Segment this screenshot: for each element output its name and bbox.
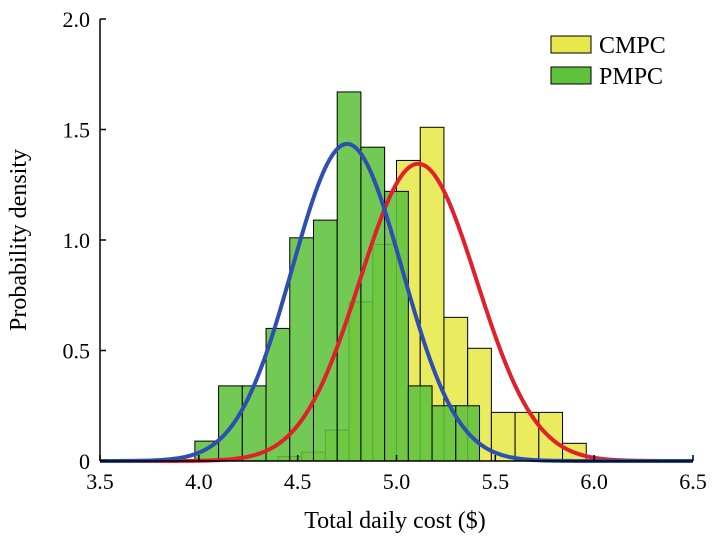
pmpc-bar-2: [241, 385, 267, 462]
y-tick-label-0: 0: [79, 449, 90, 474]
legend-swatch-cmpc: [550, 35, 592, 54]
legend-label-cmpc: CMPC: [599, 33, 666, 59]
y-ticks: 0 0.5 1.0 1.5 2.0: [63, 7, 106, 474]
legend: CMPC PMPC: [550, 33, 666, 90]
x-tick-label-2: 4.5: [284, 469, 312, 494]
x-axis-title: Total daily cost ($): [304, 508, 486, 534]
x-tick-label-6: 6.5: [679, 469, 707, 494]
x-tick-label-3: 5.0: [383, 469, 411, 494]
x-tick-label-1: 4.0: [185, 469, 213, 494]
x-tick-label-5: 6.0: [580, 469, 608, 494]
y-tick-label-2: 1.0: [63, 228, 91, 253]
x-ticks: 3.5 4.0 4.5 5.0 5.5 6.0 6.5: [86, 455, 707, 494]
pmpc-bar-9: [407, 385, 433, 462]
pmpc-bar-8: [384, 190, 409, 462]
y-tick-label-4: 2.0: [63, 7, 91, 32]
legend-swatch-pmpc: [550, 66, 592, 85]
y-tick-label-3: 1.5: [63, 118, 91, 143]
y-tick-label-1: 0.5: [63, 339, 91, 364]
y-axis-title: Probability density: [6, 149, 32, 331]
legend-label-pmpc: PMPC: [599, 64, 663, 90]
x-tick-label-0: 3.5: [86, 469, 114, 494]
pmpc-bar-5: [312, 219, 338, 462]
pmpc-bar-1: [218, 385, 243, 462]
x-tick-label-4: 5.5: [482, 469, 510, 494]
